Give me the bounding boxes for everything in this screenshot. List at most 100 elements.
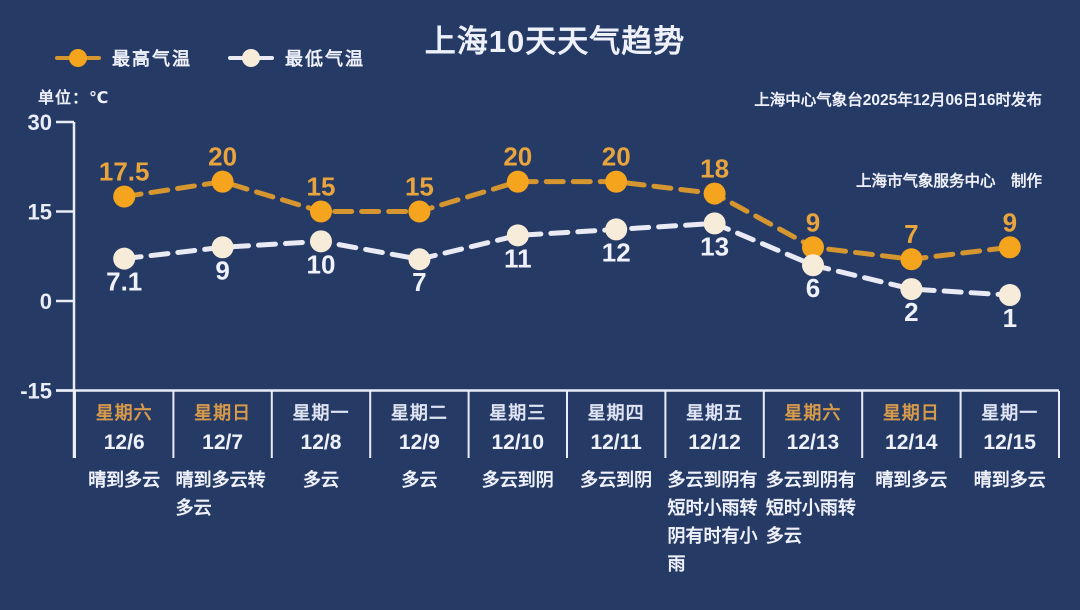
weekday-label: 星期二 <box>390 403 448 423</box>
low-temp-value-label: 7.1 <box>106 267 142 297</box>
date-label: 12/13 <box>786 431 840 454</box>
high-temp-point <box>211 170 234 193</box>
weekday-label: 星期日 <box>882 403 940 423</box>
high-temp-point <box>310 200 332 223</box>
date-label: 12/15 <box>983 431 1036 454</box>
weekday-label: 星期一 <box>292 403 350 423</box>
day-column: 星期一 12/8 多云 <box>272 391 370 578</box>
high-temp-value-label: 18 <box>700 154 729 184</box>
high-temp-point <box>506 170 529 193</box>
day-column: 星期三 12/10 多云到阴 <box>469 391 567 578</box>
high-temp-legend-marker-icon <box>55 48 101 68</box>
weekday-label: 星期一 <box>981 403 1039 423</box>
day-column: 星期一 12/15 晴到多云 <box>961 391 1059 578</box>
weather-description: 多云 <box>401 470 438 490</box>
low-temp-value-label: 13 <box>700 231 729 261</box>
weekday-label: 星期三 <box>489 403 547 423</box>
low-temp-point <box>506 224 529 247</box>
date-label: 12/12 <box>688 431 741 454</box>
low-temp-value-label: 6 <box>806 273 820 303</box>
high-temp-point <box>605 170 628 193</box>
weekday-label: 星期四 <box>587 403 645 423</box>
date-label: 12/14 <box>885 431 938 454</box>
high-temp-point <box>900 248 923 271</box>
day-column: 星期六 12/6 晴到多云 <box>75 391 173 578</box>
y-tick-label: -15 <box>20 379 52 404</box>
date-label: 12/9 <box>398 431 440 454</box>
low-temp-value-label: 2 <box>904 297 918 327</box>
publisher-line1: 上海中心气象台2025年12月06日16时发布 <box>754 92 1042 109</box>
low-temp-point <box>998 284 1021 307</box>
day-column: 星期日 12/7 晴到多云转多云 <box>173 391 271 578</box>
day-column: 星期日 12/14 晴到多云 <box>862 391 960 578</box>
legend-label-low-temp: 最低气温 <box>285 49 365 69</box>
low-temp-value-label: 9 <box>215 255 229 285</box>
legend-item-low-temp: 最低气温 <box>228 45 365 71</box>
high-temp-value-label: 20 <box>503 142 532 172</box>
high-temp-point <box>113 185 136 208</box>
weather-description: 多云 <box>302 470 339 490</box>
publisher-line2: 上海市气象服务中心 制作 <box>855 173 1042 190</box>
high-temp-point <box>703 182 726 205</box>
weekday-label: 星期日 <box>194 403 252 423</box>
day-column: 星期二 12/9 多云 <box>370 391 468 578</box>
legend-item-high-temp: 最高气温 <box>55 45 192 71</box>
weekday-label: 星期六 <box>95 403 153 423</box>
weekday-label: 星期六 <box>784 403 842 423</box>
low-temp-value-label: 10 <box>307 249 336 279</box>
forecast-table: 星期六 12/6 晴到多云 星期日 12/7 晴到多云转多云 星期一 12/8 多云 星期二 12/… <box>75 391 1059 578</box>
low-temp-point <box>408 248 431 271</box>
date-label: 12/7 <box>202 431 244 454</box>
high-temp-value-label: 17.5 <box>99 157 150 187</box>
low-temp-point <box>310 230 332 253</box>
high-temp-point <box>408 200 431 223</box>
high-temp-value-label: 15 <box>405 172 434 202</box>
day-column: 星期五 12/12 多云到阴有短时小雨转阴有时有小雨 <box>665 391 763 578</box>
high-temp-value-label: 9 <box>1003 207 1017 237</box>
weather-description: 多云到阴 <box>580 470 653 490</box>
low-temp-value-label: 12 <box>602 237 631 267</box>
low-temp-point <box>605 218 628 241</box>
high-temp-line <box>121 179 1013 262</box>
low-temp-point <box>900 278 923 301</box>
high-temp-point <box>802 236 824 259</box>
date-label: 12/11 <box>590 431 642 454</box>
low-temp-line <box>121 220 1013 298</box>
weather-description: 晴到多云 <box>88 470 161 490</box>
high-temp-point <box>998 236 1021 259</box>
high-temp-value-label: 9 <box>806 207 820 237</box>
date-label: 12/8 <box>300 431 342 454</box>
legend-label-high-temp: 最高气温 <box>112 49 192 69</box>
low-temp-point <box>802 254 824 277</box>
weather-description: 晴到多云转多云 <box>175 470 266 518</box>
date-label: 12/6 <box>103 431 145 454</box>
publisher-info: 上海中心气象台2025年12月06日16时发布 上海市气象服务中心 制作 <box>754 33 1042 222</box>
low-temp-legend-marker-icon <box>228 48 274 68</box>
low-temp-value-label: 11 <box>504 243 532 273</box>
y-tick-label: 0 <box>40 289 52 314</box>
low-temp-value-label: 1 <box>1003 303 1017 333</box>
page-title: 上海10天天气趋势 <box>424 24 686 59</box>
weather-description: 晴到多云 <box>875 470 948 490</box>
unit-label: 单位：℃ <box>38 90 110 107</box>
day-column: 星期六 12/13 多云到阴有短时小雨转多云 <box>764 391 862 578</box>
chart-legend: 最高气温 最低气温 <box>55 45 365 71</box>
weather-description: 多云到阴 <box>481 470 554 490</box>
high-temp-value-label: 15 <box>307 172 336 202</box>
high-temp-value-label: 7 <box>904 219 918 249</box>
date-label: 12/10 <box>491 431 545 454</box>
low-temp-point <box>211 236 234 259</box>
weather-description: 晴到多云 <box>973 470 1046 490</box>
day-column: 星期四 12/11 多云到阴 <box>567 391 665 578</box>
high-temp-value-label: 20 <box>602 142 631 172</box>
low-temp-point <box>703 212 726 235</box>
weather-description: 多云到阴有短时小雨转阴有时有小雨 <box>667 470 758 574</box>
weather-description: 多云到阴有短时小雨转多云 <box>765 470 856 546</box>
high-temp-value-label: 20 <box>208 142 237 172</box>
y-tick-label: 30 <box>28 110 52 135</box>
low-temp-point <box>113 247 136 270</box>
low-temp-value-label: 7 <box>412 267 426 297</box>
weekday-label: 星期五 <box>686 403 744 423</box>
